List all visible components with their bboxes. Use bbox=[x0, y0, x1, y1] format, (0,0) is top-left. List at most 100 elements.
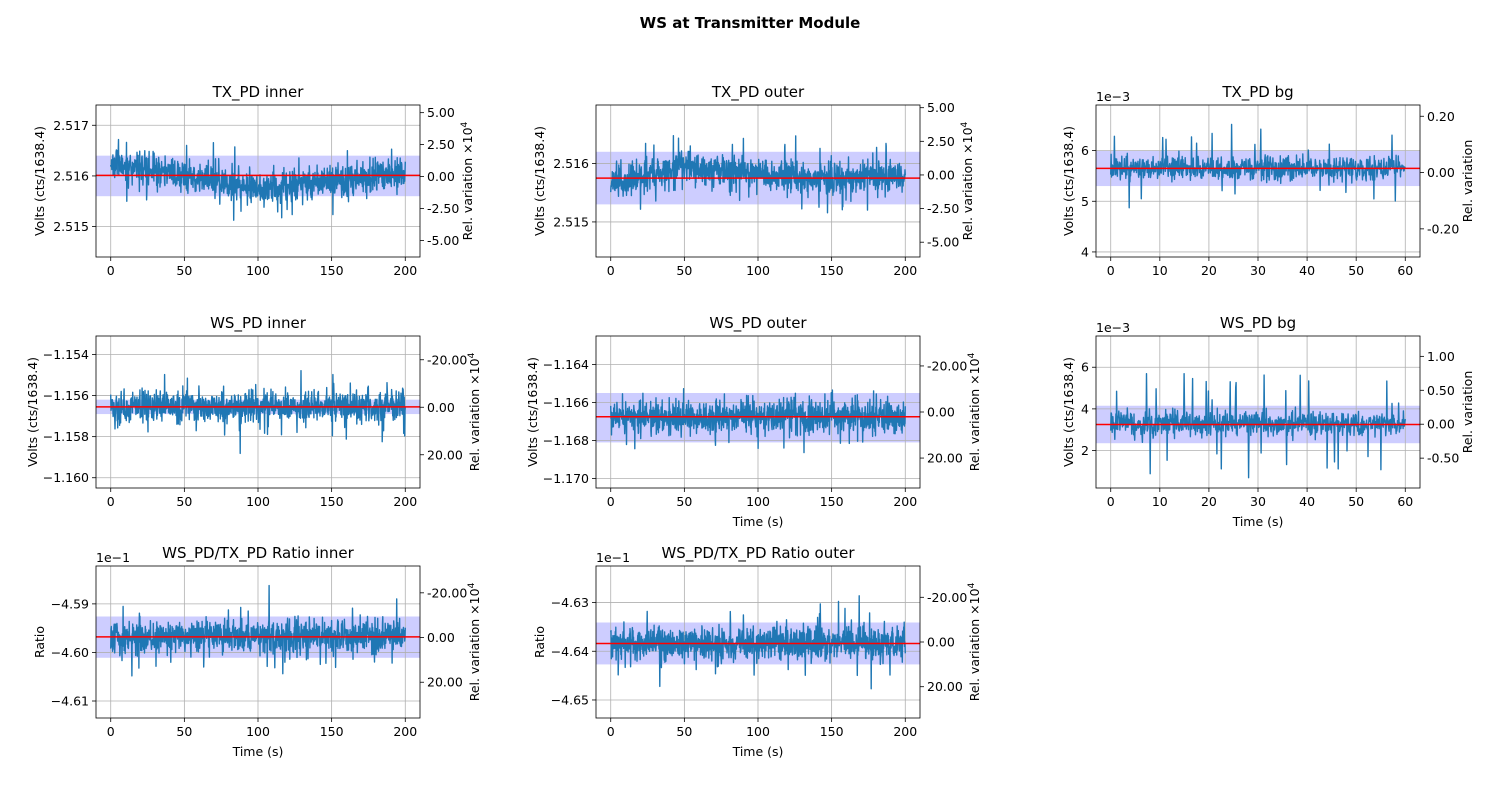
x-tick-label: 40 bbox=[1299, 263, 1315, 278]
y-tick-label: −1.164 bbox=[543, 357, 589, 372]
y-axis-label: Ratio bbox=[32, 626, 47, 658]
x-axis-label: Time (s) bbox=[232, 744, 284, 759]
x-tick-label: 150 bbox=[820, 494, 844, 509]
right-tick-label: 0.20 bbox=[1427, 109, 1455, 124]
right-tick-label: 20.00 bbox=[427, 447, 463, 462]
y-axis-label: Volts (cts/1638.4) bbox=[25, 357, 40, 467]
y-tick-label: 2.516 bbox=[53, 168, 89, 183]
subplot-ws-pd-outer: 0 50 100 150 200 −1.170 −1.168 −1.166 −1.164 -20.… bbox=[525, 314, 982, 529]
y-tick-label: −1.154 bbox=[43, 347, 89, 362]
right-tick-label: 0.00 bbox=[427, 169, 455, 184]
x-tick-label: 30 bbox=[1250, 263, 1266, 278]
subplot-title: WS_PD inner bbox=[210, 314, 307, 333]
y-axis-label: Volts (cts/1638.4) bbox=[1061, 126, 1076, 236]
right-tick-label: 0.00 bbox=[927, 167, 955, 182]
right-axis-label: Rel. variation bbox=[1460, 371, 1475, 454]
y-tick-label: −4.65 bbox=[551, 692, 589, 707]
subplot-title: WS_PD bg bbox=[1220, 314, 1296, 333]
x-tick-label: 200 bbox=[893, 263, 917, 278]
subplot-tx-pd-bg: 0 10 20 30 40 50 60 4 5 6 0.20 0.00 -0.20 1e−3 TX_PD b… bbox=[1061, 83, 1475, 278]
x-tick-label: 0 bbox=[107, 724, 115, 739]
x-tick-label: 0 bbox=[107, 263, 115, 278]
x-tick-label: 50 bbox=[176, 724, 192, 739]
x-tick-label: 50 bbox=[176, 263, 192, 278]
x-tick-label: 100 bbox=[246, 263, 270, 278]
x-tick-label: 60 bbox=[1397, 494, 1413, 509]
y-tick-label: −1.156 bbox=[43, 388, 89, 403]
signal-trace bbox=[110, 584, 406, 677]
subplot-title: WS_PD/TX_PD Ratio inner bbox=[162, 544, 354, 563]
right-axis-label: Rel. variation ×104 bbox=[967, 582, 982, 701]
y-tick-label: 2.515 bbox=[53, 219, 89, 234]
y-tick-label: 2 bbox=[1081, 443, 1089, 458]
x-tick-label: 30 bbox=[1250, 494, 1266, 509]
x-tick-label: 0 bbox=[1107, 494, 1115, 509]
y-offset-label: 1e−3 bbox=[1096, 89, 1130, 104]
y-axis-label: Volts (cts/1638.4) bbox=[32, 126, 47, 236]
x-tick-label: 200 bbox=[393, 494, 417, 509]
subplot-tx-pd-inner: 0 50 100 150 200 2.515 2.516 2.517 5.00 2.50 0.00 -… bbox=[32, 83, 475, 278]
subplot-title: TX_PD outer bbox=[711, 83, 805, 102]
x-tick-label: 60 bbox=[1397, 263, 1413, 278]
right-axis-label: Rel. variation ×104 bbox=[960, 121, 975, 240]
right-tick-label: 2.50 bbox=[427, 137, 455, 152]
right-tick-label: -0.50 bbox=[1427, 451, 1459, 466]
subplot-ratio-outer: 0 50 100 150 200 −4.65 −4.64 −4.63 -20.00 0.00 20.… bbox=[532, 544, 982, 759]
subplot-grid: 0 50 100 150 2002.5152.5162.5175.002.500.00-… bbox=[25, 83, 1475, 759]
right-tick-label: -20.00 bbox=[927, 358, 967, 373]
y-tick-label: −1.168 bbox=[543, 433, 589, 448]
figure-title: WS at Transmitter Module bbox=[640, 14, 861, 32]
right-tick-label: 1.00 bbox=[1427, 349, 1455, 364]
right-tick-label: -0.20 bbox=[1427, 221, 1459, 236]
x-tick-label: 100 bbox=[746, 263, 770, 278]
x-tick-label: 150 bbox=[320, 263, 344, 278]
y-tick-label: 2.517 bbox=[53, 118, 89, 133]
right-axis-label: Rel. variation ×104 bbox=[467, 352, 482, 471]
right-tick-label: 5.00 bbox=[927, 100, 955, 115]
x-tick-label: 150 bbox=[320, 724, 344, 739]
x-tick-label: 200 bbox=[393, 724, 417, 739]
x-tick-label: 100 bbox=[246, 724, 270, 739]
signal-trace bbox=[1110, 373, 1406, 479]
y-offset-label: 1e−3 bbox=[1096, 320, 1130, 335]
x-tick-label: 200 bbox=[893, 494, 917, 509]
right-axis-label: Rel. variation bbox=[1460, 140, 1475, 223]
x-tick-label: 40 bbox=[1299, 494, 1315, 509]
y-tick-label: 6 bbox=[1081, 360, 1089, 375]
right-tick-label: 0.00 bbox=[927, 405, 955, 420]
x-tick-label: 0 bbox=[607, 263, 615, 278]
right-tick-label: 2.50 bbox=[927, 134, 955, 149]
x-tick-label: 200 bbox=[393, 263, 417, 278]
subplot-title: TX_PD inner bbox=[212, 83, 305, 102]
x-tick-label: 0 bbox=[607, 724, 615, 739]
y-tick-label: −1.158 bbox=[43, 429, 89, 444]
y-tick-label: −1.166 bbox=[543, 395, 589, 410]
signal-trace bbox=[110, 138, 406, 221]
x-tick-label: 50 bbox=[176, 494, 192, 509]
signal-trace bbox=[610, 135, 906, 214]
y-offset-label: 1e−1 bbox=[96, 550, 130, 565]
x-tick-label: 20 bbox=[1201, 263, 1217, 278]
y-tick-label: −4.59 bbox=[51, 596, 89, 611]
subplot-tx-pd-outer: 0 50 100 150 200 2.515 2.516 5.00 2.50 0.00 -2.50 -… bbox=[532, 83, 975, 278]
y-tick-label: 4 bbox=[1081, 244, 1089, 259]
y-axis-label: Volts (cts/1638.4) bbox=[525, 357, 540, 467]
x-axis-label: Time (s) bbox=[1232, 514, 1284, 529]
x-tick-label: 0 bbox=[607, 494, 615, 509]
right-axis-label: Rel. variation ×104 bbox=[467, 582, 482, 701]
x-tick-label: 50 bbox=[1348, 494, 1364, 509]
signal-trace bbox=[1110, 123, 1406, 209]
subplot-ws-pd-inner: 0 50 100 150 200 −1.160 −1.158 −1.156 −1.154 -20.… bbox=[25, 314, 482, 509]
y-tick-label: 6 bbox=[1081, 143, 1089, 158]
right-tick-label: -20.00 bbox=[927, 590, 967, 605]
x-tick-label: 50 bbox=[676, 724, 692, 739]
y-offset-label: 1e−1 bbox=[596, 550, 630, 565]
right-tick-label: -20.00 bbox=[427, 585, 467, 600]
right-tick-label: 0.00 bbox=[927, 635, 955, 650]
y-tick-label: 5 bbox=[1081, 194, 1089, 209]
x-tick-label: 50 bbox=[676, 494, 692, 509]
x-tick-label: 10 bbox=[1152, 263, 1168, 278]
x-tick-label: 0 bbox=[1107, 263, 1115, 278]
x-tick-label: 50 bbox=[1348, 263, 1364, 278]
y-axis-label: Volts (cts/1638.4) bbox=[532, 126, 547, 236]
